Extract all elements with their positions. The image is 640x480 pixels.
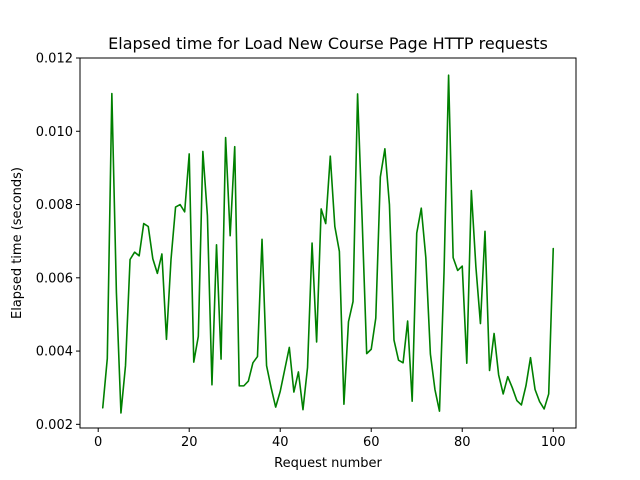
- y-tick-label: 0.012: [36, 52, 73, 67]
- y-tick-label: 0.004: [36, 345, 73, 360]
- x-axis-label: Request number: [274, 456, 382, 471]
- plot-frame: [79, 57, 577, 429]
- y-tick-label: 0.006: [36, 271, 73, 286]
- series-layer: [101, 74, 555, 414]
- x-tick-label: 20: [181, 435, 198, 450]
- x-tick-label: 100: [541, 435, 566, 450]
- plot-area: [80, 58, 576, 428]
- chart-title: Elapsed time for Load New Course Page HT…: [108, 34, 548, 53]
- y-tick-label: 0.010: [36, 125, 73, 140]
- x-tick-label: 60: [363, 435, 380, 450]
- y-axis-label: Elapsed time (seconds): [10, 167, 25, 319]
- x-tick-label: 40: [272, 435, 289, 450]
- x-tick-label: 80: [454, 435, 471, 450]
- x-axis-ticks: 0 20 40 60 80 100: [94, 428, 566, 450]
- y-axis-ticks: 0.002 0.004 0.006 0.008 0.010 0.012: [36, 52, 80, 433]
- y-tick-label: 0.008: [36, 198, 73, 213]
- series-line: [101, 74, 555, 414]
- y-tick-label: 0.002: [36, 418, 73, 433]
- x-tick-label: 0: [94, 435, 102, 450]
